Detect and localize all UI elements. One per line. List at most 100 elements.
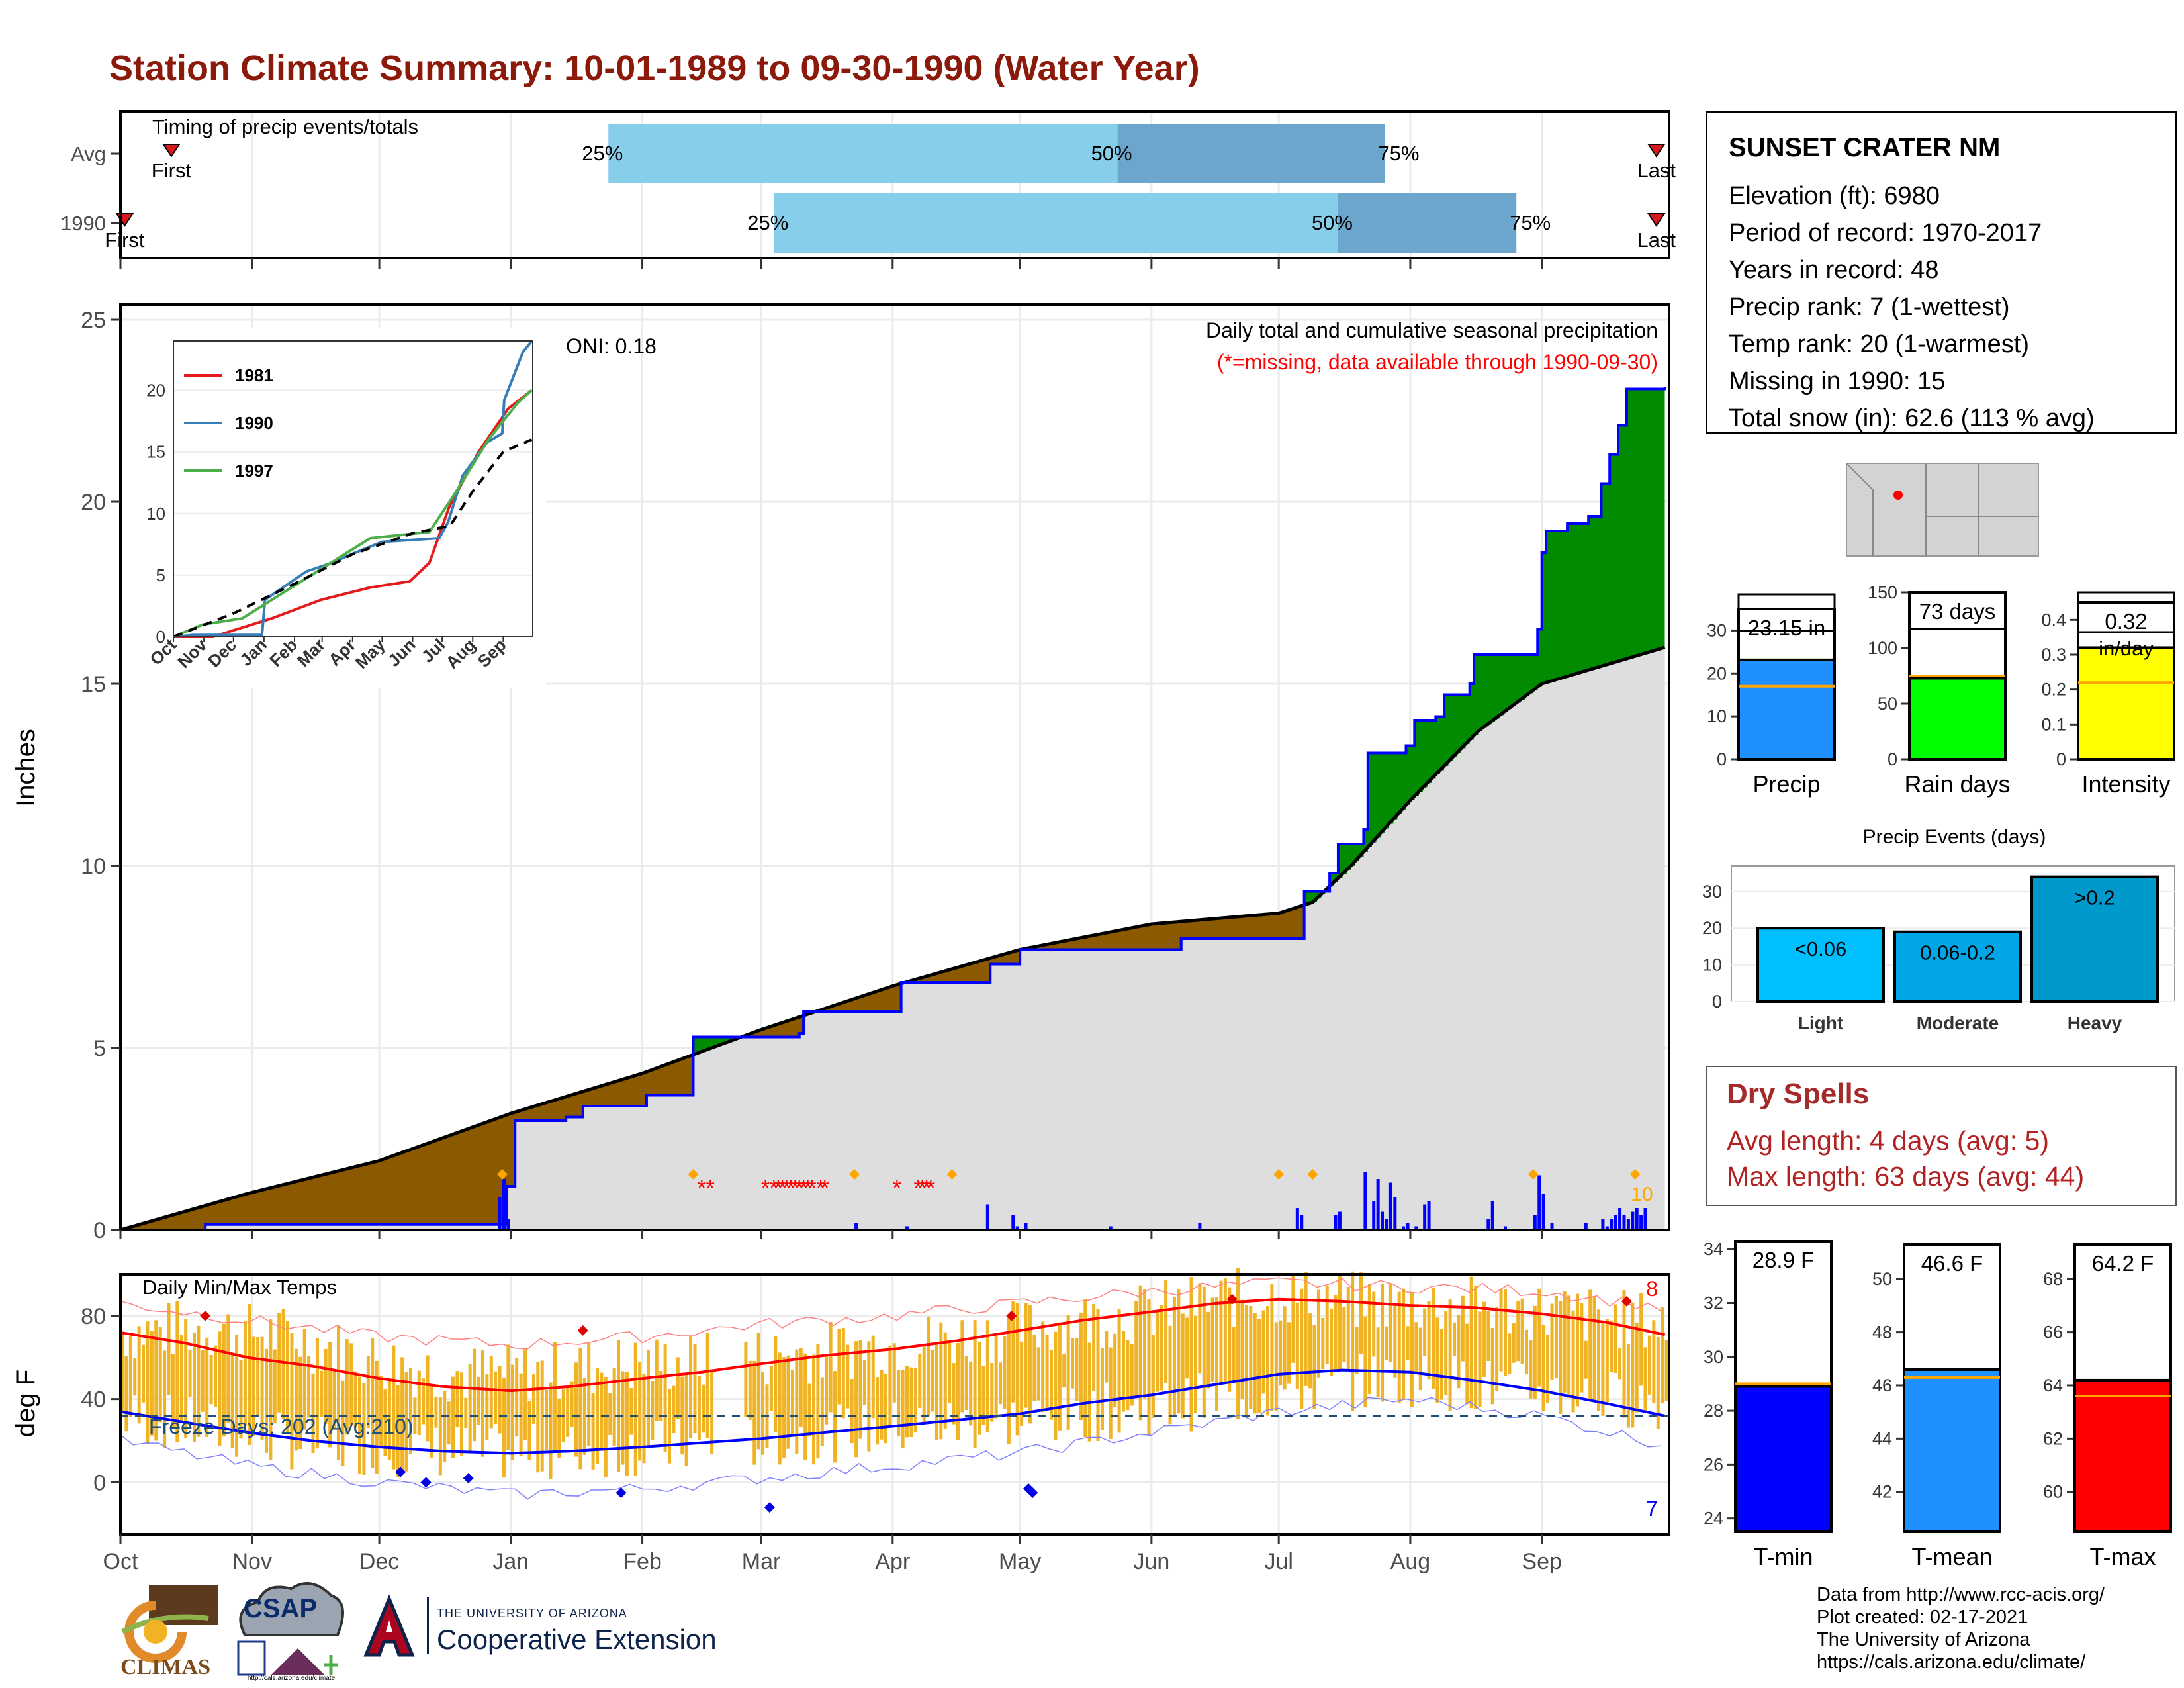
mini-chart-label: T-max	[2089, 1543, 2156, 1570]
daily-precip-bar	[1626, 1219, 1630, 1230]
mini-chart-tmax: 60 62 64 66 68 64.2 F T-max	[2043, 1243, 2172, 1570]
missing-day-marker: *	[821, 1176, 829, 1201]
daily-precip-bar	[1533, 1215, 1537, 1230]
events-ytick-label: 20	[1702, 918, 1722, 938]
station-line: Temp rank: 20 (1-warmest)	[1729, 330, 2030, 358]
temps-ytick-label: 40	[81, 1387, 106, 1413]
dry-spells-title: Dry Spells	[1727, 1078, 1870, 1110]
temps-panel: Daily Min/Max Temps Freeze Days: 202 (Avg…	[11, 1267, 1670, 1574]
station-line: Precip rank: 7 (1-wettest)	[1729, 293, 2010, 321]
mini-ytick-label: 0	[1717, 749, 1727, 769]
precip-ytick-label: 25	[81, 308, 106, 333]
missing-day-marker: *	[918, 1176, 927, 1201]
extreme-day-diamond-icon	[849, 1169, 860, 1180]
avg-cumulative-line	[120, 645, 1666, 1232]
mini-bar-remainder	[1903, 1243, 2001, 1371]
daily-precip-bar	[1601, 1219, 1605, 1230]
temps-frame	[119, 1273, 1670, 1536]
timing-label-50: 50%	[1312, 211, 1353, 234]
surplus-area	[693, 389, 1665, 1055]
daily-precip-bar	[1402, 1226, 1406, 1230]
climas-logo[interactable]: CLIMAS	[109, 1585, 222, 1685]
inset-panel: 05101520OctNovDecJanFebMarAprMayJunJulAu…	[122, 328, 546, 688]
csap-logo[interactable]: CSAP http://cals.arizona.edu/climate	[232, 1582, 351, 1685]
daily-precip-bar	[905, 1226, 909, 1230]
first-label: First	[152, 159, 192, 182]
precip-event-bar-label: <0.06	[1795, 937, 1846, 961]
inset-legend-label: 1990	[235, 413, 273, 433]
precip-subtitle: (*=missing, data available through 1990-…	[1217, 350, 1658, 374]
last-marker-icon	[1647, 144, 1666, 158]
timing-label-25: 25%	[747, 211, 788, 234]
precip-event-bar	[1893, 930, 2022, 1004]
daily-precip-bar	[1639, 1215, 1643, 1230]
month-tick-label: Dec	[359, 1549, 399, 1574]
timing-row-label: 1990	[60, 212, 106, 235]
precip-event-bar-label: >0.2	[2074, 886, 2115, 910]
inset-series-line	[173, 389, 533, 638]
timing-bar-q50-q75	[1117, 124, 1385, 183]
dry-spells-box: Dry Spells Avg length: 4 days (avg: 5) M…	[1706, 1066, 2177, 1206]
mini-chart-intensity: 0 0.1 0.2 0.3 0.4 0.32 in/day Intensity	[2041, 601, 2175, 798]
map-borders	[1846, 463, 2038, 556]
station-info-box: SUNSET CRATER NM Elevation (ft): 6980 Pe…	[1706, 111, 2177, 434]
daily-precip-bar	[1614, 1215, 1617, 1230]
daily-precip-bar	[502, 1179, 506, 1230]
mini-chart-tmean: 42 44 46 48 50 46.6 F T-mean	[1872, 1243, 2001, 1570]
extreme-day-diamond-icon	[1629, 1169, 1641, 1180]
month-tick-label: Jul	[1264, 1549, 1293, 1574]
obs-cumulative-line	[120, 387, 1666, 1231]
inset-series-line	[173, 438, 533, 638]
mini-value-label: 0.32	[2105, 609, 2147, 633]
month-tick-label: Jan	[492, 1549, 529, 1574]
temps-ylabel: deg F	[11, 1370, 40, 1437]
mini-value-label: 23.15 in	[1748, 616, 1825, 640]
precip-ylabel: Inches	[11, 729, 40, 807]
daily-precip-bar	[1605, 1226, 1609, 1230]
missing-day-marker: *	[807, 1176, 816, 1201]
mini-ytick-label: 150	[1868, 583, 1897, 602]
inset-ytick-label: 15	[146, 442, 165, 462]
daily-precip-bar	[1541, 1194, 1545, 1230]
ua-extension: Cooperative Extension	[437, 1624, 717, 1655]
record-high-diamond-icon	[1621, 1295, 1632, 1307]
inset-legend-label: 1997	[235, 461, 273, 481]
mini-ytick-label: 30	[1707, 620, 1727, 640]
station-line: Elevation (ft): 6980	[1729, 182, 1940, 210]
daily-precip-bar	[1376, 1179, 1380, 1230]
daily-precip-bar	[1334, 1215, 1338, 1230]
timing-label-75: 75%	[1378, 142, 1419, 165]
daily-precip-bar	[1011, 1215, 1015, 1230]
precip-events-panel: 0 10 20 30 <0.06 Light 0.06-0.2 Moderate >0.2 Hea…	[1702, 826, 2175, 1033]
temps-ytick-label: 0	[93, 1470, 106, 1495]
mini-ytick-label: 0.2	[2041, 680, 2066, 700]
dry-spells-line: Max length: 63 days (avg: 44)	[1727, 1161, 2085, 1192]
precip-ytick-label: 20	[81, 490, 106, 515]
missing-day-marker: *	[786, 1176, 795, 1201]
precip-event-bar-label: 0.06-0.2	[1920, 941, 1995, 964]
mini-chart-precip_total: 0 10 20 30 23.15 in Precip	[1707, 608, 1836, 798]
extreme-day-diamond-icon	[496, 1169, 508, 1180]
mini-chart-label: Precip	[1752, 771, 1820, 798]
locator-map	[1846, 463, 2039, 557]
extreme-day-diamond-icon	[946, 1169, 958, 1180]
daily-precip-bar	[1643, 1208, 1647, 1230]
daily-precip-bar	[1406, 1223, 1410, 1230]
ua-logo[interactable]: THE UNIVERSITY OF ARIZONA Cooperative Ex…	[363, 1592, 747, 1665]
mini-value-frame	[1908, 591, 2007, 630]
mini-bar-remainder	[2073, 1243, 2172, 1382]
ua-name: THE UNIVERSITY OF ARIZONA	[437, 1607, 627, 1620]
missing-day-marker: *	[927, 1176, 935, 1201]
mini-bar	[1908, 677, 2007, 761]
avg-min-line	[120, 1368, 1666, 1455]
daily-precip-bar	[1631, 1211, 1635, 1230]
station-location-icon	[1893, 491, 1903, 500]
record-high-diamond-icon	[1006, 1310, 1017, 1321]
mini-ytick-label: 44	[1872, 1429, 1892, 1448]
daily-precip-bar	[1427, 1201, 1431, 1230]
missing-day-marker: *	[914, 1176, 923, 1201]
missing-day-marker: *	[706, 1176, 715, 1201]
mini-ytick-label: 26	[1704, 1454, 1723, 1474]
last-marker-icon	[1647, 213, 1666, 227]
